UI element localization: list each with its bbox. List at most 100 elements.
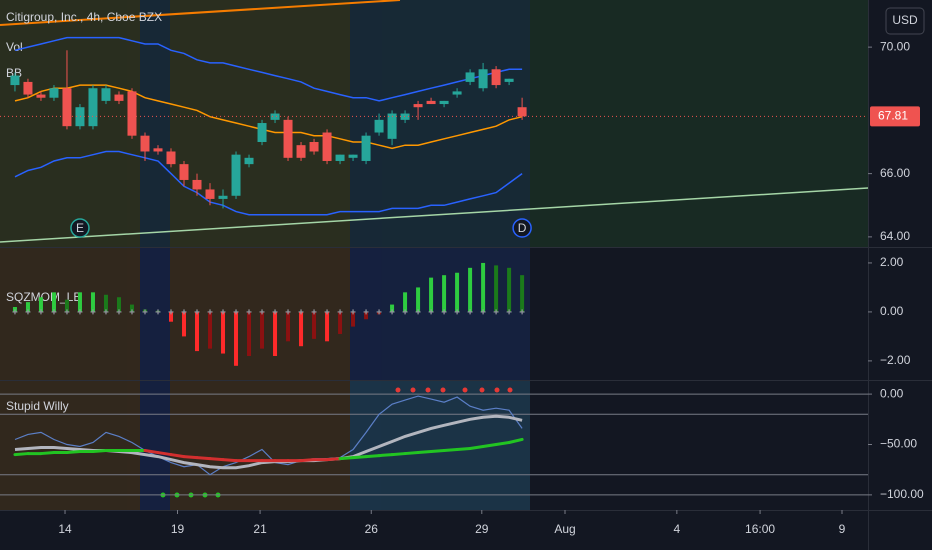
signal-segment xyxy=(403,451,420,456)
candle-body xyxy=(10,75,20,86)
signal-segment xyxy=(377,453,394,458)
squeeze-dot xyxy=(207,309,213,315)
candle-body xyxy=(335,154,345,161)
squeeze-dot xyxy=(142,309,148,315)
signal-segment xyxy=(416,450,433,455)
squeeze-dot xyxy=(103,309,109,315)
signal-segment xyxy=(91,449,108,454)
squeeze-dot xyxy=(389,309,395,315)
squeeze-dot xyxy=(350,309,356,315)
candle-body xyxy=(439,100,449,105)
signal-segment xyxy=(351,455,368,460)
last-price-label: 67.81 xyxy=(878,109,908,123)
y-tick-label: −2.00 xyxy=(880,353,911,367)
momentum-bar xyxy=(325,311,330,342)
signal-segment xyxy=(364,454,381,459)
pane-title: SQZMOM_LB xyxy=(6,290,81,304)
squeeze-dot xyxy=(519,309,525,315)
y-tick-label: 64.00 xyxy=(880,229,910,243)
momentum-bar xyxy=(442,275,447,312)
candle-body xyxy=(140,135,150,152)
momentum-bar xyxy=(286,311,291,342)
y-tick-label: −100.00 xyxy=(880,487,924,501)
signal-segment xyxy=(455,447,472,452)
momentum-bar xyxy=(468,267,473,312)
squeeze-dot xyxy=(337,309,343,315)
x-tick-label: 14 xyxy=(58,522,72,536)
momentum-bar xyxy=(77,292,82,312)
squeeze-dot xyxy=(64,309,70,315)
signal-dot xyxy=(440,387,446,393)
momentum-bar xyxy=(51,292,56,312)
candle-body xyxy=(127,91,137,136)
signal-segment xyxy=(507,437,524,444)
momentum-bar xyxy=(208,311,213,349)
y-tick-label: −50.00 xyxy=(880,437,917,451)
signal-dot xyxy=(462,387,468,393)
squeeze-dot xyxy=(259,309,265,315)
signal-dot xyxy=(410,387,416,393)
squeeze-dot xyxy=(415,309,421,315)
momentum-bar xyxy=(364,311,369,320)
signal-segment xyxy=(429,449,446,454)
candle-body xyxy=(491,69,501,86)
signal-segment xyxy=(156,451,173,457)
event-label: D xyxy=(518,221,527,235)
x-tick-label: 9 xyxy=(839,522,846,536)
signal-dot xyxy=(507,387,513,393)
event-label: E xyxy=(76,221,84,235)
signal-segment xyxy=(13,452,30,457)
candle-body xyxy=(387,113,397,139)
y-tick-label: 2.00 xyxy=(880,255,904,269)
band xyxy=(170,0,350,510)
signal-segment xyxy=(169,453,186,459)
x-tick-label: 26 xyxy=(365,522,379,536)
squeeze-dot xyxy=(467,309,473,315)
candle-body xyxy=(283,119,293,158)
trend-line xyxy=(0,187,869,243)
momentum-bar xyxy=(299,311,304,347)
squeeze-dot xyxy=(155,309,161,315)
momentum-bar xyxy=(195,311,200,352)
y-tick-label: 66.00 xyxy=(880,166,910,180)
signal-segment xyxy=(390,452,407,457)
signal-dot xyxy=(494,387,500,393)
signal-segment xyxy=(195,456,212,461)
squeeze-dot xyxy=(298,309,304,315)
momentum-bar xyxy=(507,267,512,312)
x-tick-label: 4 xyxy=(674,522,681,536)
candle-body xyxy=(192,179,202,190)
momentum-bar xyxy=(129,304,134,312)
momentum-bar xyxy=(116,297,121,312)
squeeze-dot xyxy=(272,309,278,315)
currency-button[interactable] xyxy=(885,7,925,35)
squeeze-dot xyxy=(51,309,57,315)
momentum-bar xyxy=(481,262,486,312)
candle-body xyxy=(231,154,241,196)
x-tick-label: Aug xyxy=(554,522,575,536)
signal-segment xyxy=(208,457,225,462)
currency-label[interactable]: USD xyxy=(892,13,918,27)
signal-segment xyxy=(494,440,511,446)
candle-body xyxy=(452,91,462,95)
signal-segment xyxy=(143,449,160,455)
bollinger-line xyxy=(14,150,523,216)
squeeze-dot xyxy=(181,309,187,315)
momentum-bar xyxy=(455,272,460,312)
projection-area xyxy=(530,0,868,247)
candle-body xyxy=(36,94,46,98)
event-marker xyxy=(70,218,90,238)
momentum-bar xyxy=(182,311,187,337)
momentum-bar xyxy=(234,311,239,366)
momentum-bar xyxy=(90,292,95,312)
y-tick-label: 0.00 xyxy=(880,386,904,400)
squeeze-dot xyxy=(246,309,252,315)
momentum-bar xyxy=(416,287,421,312)
candle-body xyxy=(478,69,488,89)
signal-segment xyxy=(481,442,498,449)
band xyxy=(0,0,140,510)
momentum-bar xyxy=(168,311,173,322)
signal-segment xyxy=(182,455,199,460)
momentum-bar xyxy=(273,311,278,356)
